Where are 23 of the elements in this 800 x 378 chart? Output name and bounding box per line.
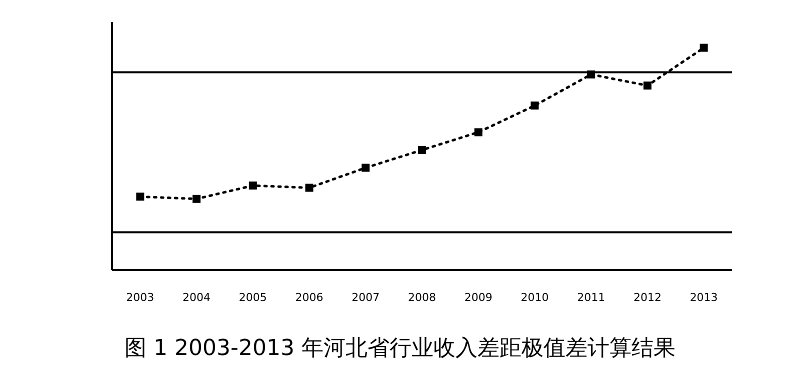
- point: [248, 182, 257, 190]
- x-tick-label: 2007: [352, 291, 380, 304]
- point: [587, 70, 596, 78]
- x-tick-label: 2005: [238, 291, 267, 304]
- x-tick-label: 2003: [126, 291, 154, 304]
- x-tick-label: 2013: [690, 291, 718, 304]
- point: [700, 44, 708, 52]
- x-tick-label: 2012: [633, 291, 662, 304]
- x-tick-label: 2008: [408, 291, 436, 304]
- x-tick-label: 2009: [464, 291, 492, 304]
- point: [192, 194, 201, 203]
- point: [643, 82, 652, 90]
- point: [418, 146, 426, 154]
- point: [474, 128, 482, 136]
- point: [530, 102, 539, 110]
- point: [136, 192, 144, 201]
- x-tick-label: 2004: [182, 291, 211, 304]
- x-tick-label: 2011: [577, 291, 606, 304]
- point: [362, 164, 370, 172]
- x-tick-label: 2006: [295, 291, 324, 304]
- text: 图 1 2003-2013 年河北省行业收入差距极值差计算结果: [124, 336, 676, 361]
- point: [305, 184, 314, 192]
- x-tick-label: 2010: [520, 291, 549, 304]
